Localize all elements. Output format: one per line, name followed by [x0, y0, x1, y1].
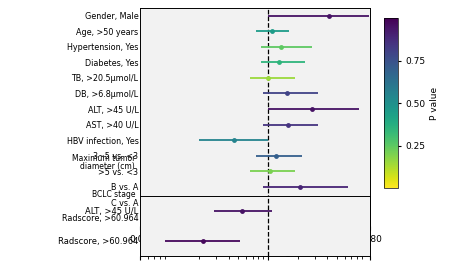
- X-axis label: Univariate logistic regression: Univariate logistic regression: [184, 247, 326, 257]
- Y-axis label: P value: P value: [430, 87, 439, 120]
- Text: diameter (cm): diameter (cm): [81, 162, 135, 170]
- Text: BCLC stage: BCLC stage: [92, 190, 135, 199]
- Text: Maximum tumor: Maximum tumor: [72, 154, 135, 163]
